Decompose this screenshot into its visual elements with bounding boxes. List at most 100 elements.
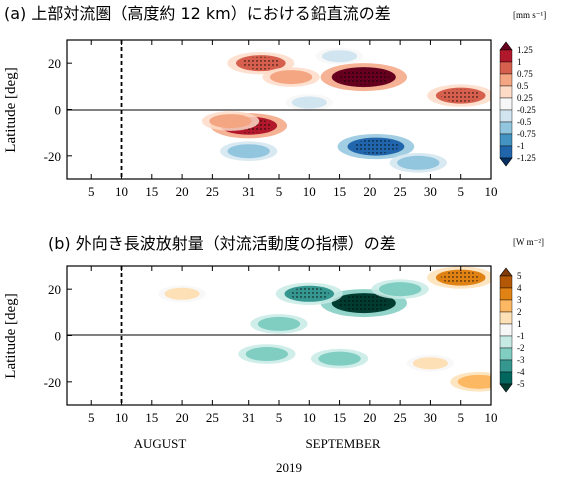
panel-b-x-tick-label: 20 <box>176 410 189 425</box>
panel-a-colorbar-segment <box>499 73 513 87</box>
panel-a-colorbar-segment <box>499 97 513 111</box>
panel-a-x-tick-label: 10 <box>115 184 128 199</box>
panel-a-ylabel: Latitude [deg] <box>3 67 19 152</box>
panel-a-colorbar-label: -1 <box>517 141 525 151</box>
panel-b-colorbar-segment <box>499 287 513 301</box>
panel-a-x-tick-label: 15 <box>145 184 158 199</box>
panel-a-colorbar-segment <box>499 61 513 75</box>
panel-b-field-blob <box>412 357 449 370</box>
panel-b-colorbar-label: -3 <box>517 355 525 365</box>
panel-b-colorbar-label: -4 <box>517 367 525 377</box>
panel-a-units: [mm s⁻¹] <box>513 10 546 20</box>
panel-b-colorbar-label: 5 <box>517 271 522 281</box>
panel-a-x-tick-label: 20 <box>363 184 376 199</box>
panel-a-ticks: 5 10 15 20 25 31 5 10 15 20 25 30 5 10 20 0 -20 <box>44 40 498 199</box>
panel-a-field <box>201 47 491 173</box>
panel-a-title: (a) 上部対流圏（高度約 12 km）における鉛直流の差 <box>4 4 391 23</box>
panel-b-colorbar-segment <box>499 335 513 349</box>
panel-b-ylabel: Latitude [deg] <box>3 293 19 378</box>
panel-b-x-tick-label: 10 <box>485 410 498 425</box>
panel-b-colorbar-label: 4 <box>517 283 522 293</box>
panel-b: (b) 外向き長波放射量（対流活動度の指標）の差 [W m⁻²] Latitud… <box>3 234 544 425</box>
panel-a-colorbar-segment <box>499 49 513 63</box>
panel-a-colorbar-label: 1.25 <box>517 45 533 55</box>
panel-a-colorbar-segment <box>499 121 513 135</box>
panel-b-colorbar-segment <box>499 311 513 325</box>
panel-b-field-blob <box>257 316 301 331</box>
panel-b-x-tick-label: 10 <box>115 410 128 425</box>
panel-b-colorbar-segment <box>499 359 513 373</box>
panel-b-units: [W m⁻²] <box>513 237 544 247</box>
panel-a-x-tick-label: 25 <box>206 184 219 199</box>
panel-b-x-tick-label: 15 <box>145 410 158 425</box>
panel-b-colorbar-label: -5 <box>517 379 525 389</box>
panel-a-x-tick-label: 15 <box>333 184 346 199</box>
panel-b-title: (b) 外向き長波放射量（対流活動度の指標）の差 <box>48 234 396 253</box>
panel-a-y-tick-label: 20 <box>48 56 61 71</box>
panel-b-colorbar-label: 1 <box>517 319 522 329</box>
panel-b-colorbar-extend-bottom <box>499 383 513 393</box>
panel-b-x-tick-label: 25 <box>206 410 219 425</box>
panel-b-x-tick-label: 20 <box>363 410 376 425</box>
panel-b-x-tick-label: 25 <box>394 410 407 425</box>
panel-a-stipple <box>240 56 281 70</box>
panel-a: (a) 上部対流圏（高度約 12 km）における鉛直流の差 [mm s⁻¹] L… <box>3 4 546 199</box>
panel-a-colorbar-label: -0.5 <box>517 117 532 127</box>
panel-a-field-blob <box>397 155 440 170</box>
panel-b-colorbar-segment <box>499 299 513 313</box>
panel-a-colorbar-label: 1 <box>517 57 522 67</box>
panel-a-stipple <box>440 89 481 102</box>
panel-a-field-blob <box>269 70 313 85</box>
month-label-september: SEPTEMBER <box>305 436 380 451</box>
panel-b-x-tick-label: 30 <box>424 410 437 425</box>
panel-a-colorbar: 1.25 1 0.75 0.5 0.25 -0.25 -0.5 -0.75 -1 -1.25 <box>499 41 536 167</box>
panel-b-colorbar-label: -2 <box>517 343 525 353</box>
panel-a-colorbar-label: 0.25 <box>517 93 533 103</box>
panel-a-x-tick-label: 5 <box>457 184 464 199</box>
panel-a-field-blob <box>209 114 252 129</box>
panel-b-y-tick-label: 0 <box>55 329 62 344</box>
panel-b-stipple <box>338 295 390 312</box>
year-label: 2019 <box>276 460 302 475</box>
panel-b-field-blob <box>378 282 422 297</box>
panel-a-colorbar-extend-top <box>499 41 513 51</box>
panel-a-y-tick-label: -20 <box>44 149 61 164</box>
panel-a-field-blob <box>321 50 358 63</box>
panel-b-y-tick-label: 20 <box>48 282 61 297</box>
panel-b-x-tick-label: 5 <box>276 410 283 425</box>
panel-a-y-tick-label: 0 <box>55 103 62 118</box>
panel-a-colorbar-segment <box>499 145 513 159</box>
panel-b-colorbar-label: -1 <box>517 331 525 341</box>
panel-a-field-blob <box>227 144 270 159</box>
panel-a-x-tick-label: 20 <box>176 184 189 199</box>
panel-b-x-tick-label: 15 <box>333 410 346 425</box>
panel-a-field-blob <box>291 96 327 109</box>
panel-a-stipple <box>353 139 399 154</box>
panel-a-x-tick-label: 31 <box>242 184 255 199</box>
panel-b-colorbar-segment <box>499 371 513 385</box>
panel-b-ticks: 5 10 15 20 25 31 5 10 15 20 25 30 5 10 20 0 -20 <box>44 266 498 425</box>
panel-a-colorbar-label: -0.75 <box>517 129 536 139</box>
month-label-august: AUGUST <box>134 436 187 451</box>
panel-a-x-tick-label: 10 <box>303 184 316 199</box>
panel-a-colorbar-segment <box>499 109 513 123</box>
panel-b-y-tick-label: -20 <box>44 375 61 390</box>
panel-a-stipple <box>338 69 390 86</box>
panel-a-x-tick-label: 10 <box>485 184 498 199</box>
panel-a-x-tick-label: 25 <box>394 184 407 199</box>
panel-b-colorbar-label: 3 <box>517 295 522 305</box>
panel-a-colorbar-label: -1.25 <box>517 153 536 163</box>
panel-b-colorbar-extend-top <box>499 267 513 277</box>
panel-b-colorbar-segment <box>499 347 513 361</box>
panel-a-colorbar-segment <box>499 133 513 147</box>
panel-a-x-tick-label: 30 <box>424 184 437 199</box>
panel-a-colorbar-label: -0.25 <box>517 105 536 115</box>
panel-a-colorbar-extend-bottom <box>499 157 513 167</box>
panel-b-field-blob <box>245 347 289 362</box>
panel-b-field-blob <box>318 351 361 366</box>
panel-b-field-blob <box>457 374 491 389</box>
panel-b-x-tick-label: 31 <box>242 410 255 425</box>
panel-b-colorbar-segment <box>499 275 513 289</box>
panel-a-colorbar-segment <box>499 85 513 99</box>
